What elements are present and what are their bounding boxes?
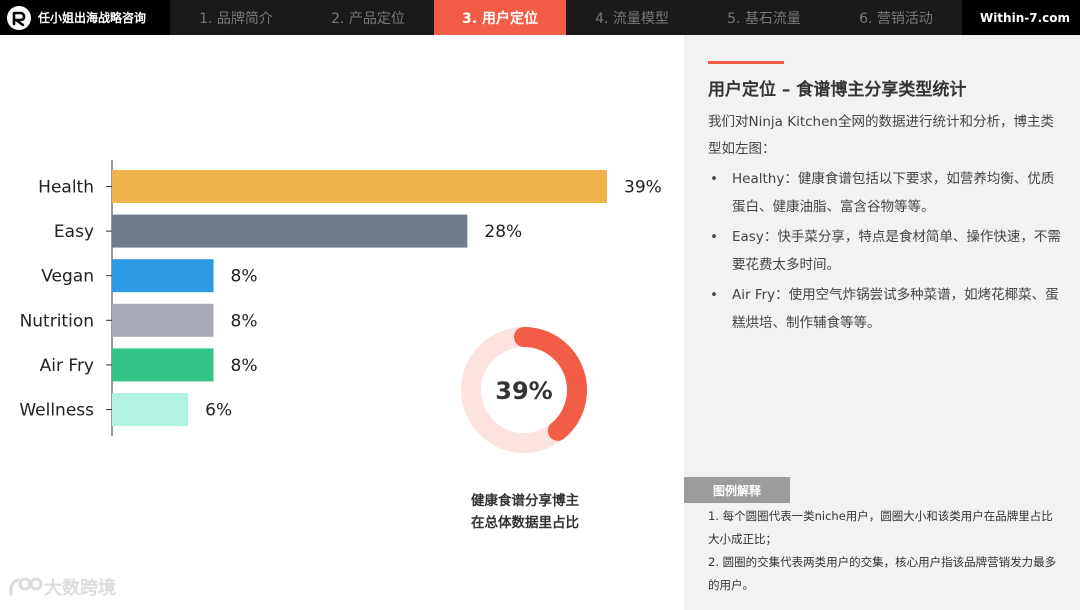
legend-notes: 1. 每个圆圈代表一类niche用户，圆圈大小和该类用户在品牌里占比大小成正比；… (708, 505, 1064, 597)
donut-caption: 健康食谱分享博主 在总体数据里占比 (420, 490, 630, 534)
list-item-text: Air Fry：使用空气炸锅尝试多种菜谱，如烤花椰菜、蛋糕烘培、制作辅食等等。 (732, 287, 1059, 331)
category-label: Wellness (19, 401, 94, 421)
list-item: • Easy：快手菜分享，特点是食材简单、操作快速，不需要花费太多时间。 (708, 223, 1064, 279)
donut-slice-health (514, 327, 587, 441)
bar-nutrition (112, 303, 214, 337)
brand-name: 任小姐出海战略咨询 (38, 11, 147, 25)
bar-vegan (112, 259, 214, 293)
list-item: • Air Fry：使用空气炸锅尝试多种菜谱，如烤花椰菜、蛋糕烘培、制作辅食等等。 (708, 281, 1064, 337)
bar-health (112, 170, 607, 203)
value-label: 8% (231, 356, 258, 376)
brand[interactable]: 任小姐出海战略咨询 (0, 0, 146, 35)
brand-logo-icon (7, 5, 31, 30)
panel-title: 用户定位 – 食谱博主分享类型统计 (708, 80, 967, 100)
legend-note-2: 2. 圆圈的交集代表两类用户的交集，核心用户指该品牌营销发力最多的用户。 (708, 555, 1057, 592)
bar-easy (112, 214, 468, 248)
bar-air-fry (112, 348, 214, 382)
list-item-text: Healthy：健康食谱包括以下要求，如营养均衡、优质蛋白、健康油脂、富含谷物等… (732, 171, 1055, 215)
blogger-type-list: • Healthy：健康食谱包括以下要求，如营养均衡、优质蛋白、健康油脂、富含谷物… (708, 165, 1064, 339)
legend-note-1: 1. 每个圆圈代表一类niche用户，圆圈大小和该类用户在品牌里占比大小成正比； (708, 509, 1053, 546)
bar-wellness (112, 393, 189, 426)
title-accent-line (708, 61, 784, 64)
explanation-panel: 用户定位 – 食谱博主分享类型统计 我们对Ninja Kitchen全网的数据进… (684, 35, 1080, 610)
value-label: 8% (231, 267, 258, 287)
bullet-icon: • (710, 171, 718, 187)
tab-3[interactable]: 3. 用户定位 (434, 0, 566, 35)
section-tabs: 1. 品牌简介 2. 产品定位 3. 用户定位 4. 流量模型 5. 基石流量 6. 营销… (170, 0, 962, 35)
category-label: Air Fry (40, 356, 94, 376)
list-item-text: Easy：快手菜分享，特点是食材简单、操作快速，不需要花费太多时间。 (732, 229, 1061, 273)
value-label: 6% (205, 401, 232, 421)
top-nav-bar: 任小姐出海战略咨询 1. 品牌简介 2. 产品定位 3. 用户定位 4. 流量模型 5.… (0, 0, 1080, 35)
donut-caption-line-2: 在总体数据里占比 (471, 515, 579, 531)
category-label: Easy (54, 222, 94, 242)
watermark-text: 大数跨境 (44, 578, 116, 599)
tab-5[interactable]: 5. 基石流量 (698, 0, 830, 35)
value-label: 28% (484, 222, 522, 242)
value-label: 39% (624, 178, 662, 198)
bullet-icon: • (710, 229, 718, 245)
chart-area: Health 39% Easy 28% Vegan 8% Nutrition 8% Air Fr… (19, 160, 662, 453)
tab-4[interactable]: 4. 流量模型 (566, 0, 698, 35)
donut-caption-line-1: 健康食谱分享博主 (471, 493, 579, 509)
category-label: Health (38, 178, 94, 198)
bullet-icon: • (710, 287, 718, 303)
tab-1[interactable]: 1. 品牌简介 (170, 0, 302, 35)
site-url[interactable]: Within-7.com (979, 10, 1070, 25)
tab-2[interactable]: 2. 产品定位 (302, 0, 434, 35)
panel-intro: 我们对Ninja Kitchen全网的数据进行统计和分析，博主类型如左图： (708, 114, 1054, 157)
tab-6[interactable]: 6. 营销活动 (830, 0, 962, 35)
legend-tag: 图例解释 (684, 477, 790, 503)
watermark-logo-icon (9, 577, 43, 596)
list-item: • Healthy：健康食谱包括以下要求，如营养均衡、优质蛋白、健康油脂、富含谷物… (708, 165, 1064, 221)
watermark: 大数跨境 (8, 574, 116, 600)
value-label: 8% (231, 311, 258, 331)
donut-center-label: 39% (495, 377, 552, 405)
category-label: Vegan (41, 267, 94, 287)
category-label: Nutrition (20, 311, 94, 331)
